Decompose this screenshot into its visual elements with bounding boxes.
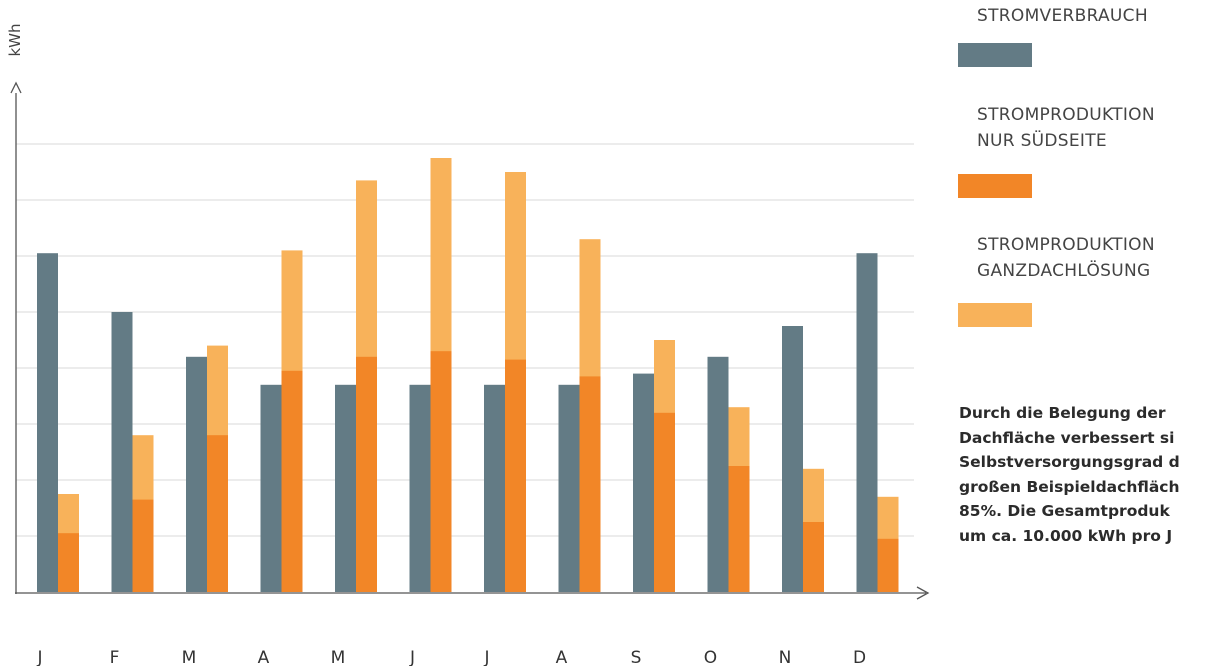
legend-swatch-consumption [958, 43, 1032, 67]
legend-label-consumption: STROMVERBRAUCH [977, 6, 1148, 26]
x-tick-label: S [631, 648, 642, 666]
legend-swatch-full-roof [958, 303, 1032, 327]
bar-consumption [409, 384, 431, 592]
bar-consumption [37, 253, 58, 592]
bar-south [579, 376, 601, 592]
x-tick-label: J [409, 648, 415, 666]
x-tick-label: A [556, 648, 568, 666]
bar-south [803, 522, 824, 592]
x-tick-label: A [258, 648, 270, 666]
note-line: Selbstversorgungsgrad d [959, 453, 1180, 471]
bar-south [58, 533, 79, 592]
bar-south [430, 351, 452, 592]
legend-swatch-south [958, 174, 1032, 198]
bar-consumption [558, 384, 580, 592]
bar-south [281, 370, 303, 592]
bar-consumption [186, 356, 207, 592]
bar-south [728, 466, 750, 592]
bar-consumption [782, 326, 803, 592]
bar-south [654, 412, 675, 592]
x-tick-label: M [331, 648, 346, 666]
bar-south [356, 356, 377, 592]
x-tick-label: D [853, 648, 866, 666]
legend-label-south: STROMPRODUKTION NUR SÜDSEITE [977, 105, 1155, 151]
bar-south [505, 359, 526, 592]
legend-label-full-roof: STROMPRODUKTION GANZDACHLÖSUNG [977, 235, 1155, 281]
note-line: um ca. 10.000 kWh pro J [959, 526, 1173, 545]
y-axis-label: kWh [6, 23, 24, 56]
bar-south [132, 499, 154, 592]
note-line: Durch die Belegung der [959, 404, 1166, 422]
note-line: Dachfläche verbessert si [959, 428, 1175, 447]
x-tick-label: N [779, 648, 792, 666]
bar-consumption [856, 253, 878, 592]
bar-south [877, 538, 899, 592]
x-tick-label: J [36, 648, 42, 666]
bar-consumption [484, 384, 505, 592]
bar-consumption [260, 384, 282, 592]
bar-south [207, 435, 228, 592]
note-text: Durch die Belegung der Dachfläche verbes… [959, 401, 1213, 548]
note-line: großen Beispieldachfläch [959, 477, 1180, 496]
y-axis-arrow [10, 81, 22, 94]
bar-consumption [335, 384, 356, 592]
x-tick-label: M [182, 648, 197, 666]
x-axis-arrow [916, 586, 930, 600]
note-line: 85%. Die Gesamtproduk [959, 502, 1170, 520]
x-tick-label: F [110, 648, 120, 666]
bar-consumption [633, 373, 654, 592]
x-tick-label: O [704, 648, 717, 666]
x-tick-label: J [483, 648, 489, 666]
bar-consumption [707, 356, 729, 592]
bar-consumption [111, 312, 133, 592]
